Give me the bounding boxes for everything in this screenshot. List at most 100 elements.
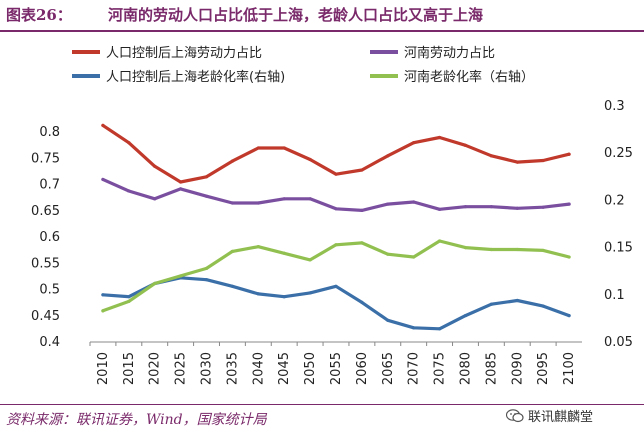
y-right-tick-label: 0.1 — [604, 288, 625, 303]
data-point — [230, 284, 235, 288]
data-point — [101, 309, 105, 313]
x-tick-label: 2070 — [407, 352, 422, 385]
data-point — [282, 146, 286, 150]
data-point — [437, 327, 442, 331]
series-line-2 — [101, 177, 571, 212]
x-tick-label: 2040 — [251, 352, 266, 385]
data-point — [308, 157, 312, 162]
data-point — [127, 295, 131, 299]
data-point — [230, 249, 235, 253]
data-point — [437, 207, 442, 211]
x-tick-label: 2045 — [277, 352, 292, 385]
data-point — [153, 281, 157, 286]
data-point — [386, 252, 390, 256]
data-point — [204, 175, 209, 179]
chart-title: 河南的劳动人口占比低于上海，老龄人口占比又高于上海 — [108, 6, 484, 24]
data-point — [204, 194, 209, 198]
data-point — [334, 243, 338, 247]
data-point — [308, 197, 312, 201]
data-point — [256, 201, 260, 205]
data-point — [489, 247, 493, 252]
data-point — [127, 141, 131, 145]
axes: 0.4 0.45 0.5 0.55 0.6 0.65 0.7 0.75 0.8 0.05 0.1 0.… — [31, 99, 633, 385]
legend-label: 人口控制后上海老龄化率(右轴) — [106, 69, 285, 85]
data-point — [541, 158, 545, 163]
y-left-tick-label: 0.5 — [39, 283, 60, 298]
data-point — [360, 168, 364, 172]
data-point — [334, 172, 338, 176]
x-tick-label: 2090 — [510, 352, 525, 385]
x-tick-label: 2035 — [225, 352, 240, 385]
data-point — [127, 189, 131, 193]
title-bar: 图表26： 河南的劳动人口占比低于上海，老龄人口占比又高于上海 — [0, 0, 644, 32]
data-point — [567, 152, 571, 156]
data-point — [412, 141, 416, 145]
y-right-tick-label: 0.15 — [604, 241, 633, 256]
data-point — [334, 207, 338, 211]
x-tick-label: 2095 — [536, 352, 551, 385]
watermark: 联讯麒麟堂 — [506, 406, 593, 425]
data-point — [541, 248, 545, 253]
data-point — [256, 146, 260, 150]
y-left-tick-label: 0.4 — [39, 335, 60, 350]
data-point — [256, 292, 260, 296]
x-tick-label: 2020 — [148, 352, 163, 385]
data-point — [567, 313, 571, 318]
data-point — [437, 135, 442, 140]
data-point — [204, 266, 209, 270]
series-group — [101, 123, 571, 331]
data-point — [282, 197, 286, 201]
source-note: 资料来源：联讯证券，Wind，国家统计局 — [6, 412, 267, 428]
data-point — [489, 205, 493, 209]
data-point — [567, 255, 571, 259]
data-point — [360, 241, 364, 245]
data-point — [153, 164, 157, 168]
data-point — [489, 302, 493, 306]
data-point — [463, 313, 468, 318]
y-left-tick-label: 0.65 — [31, 204, 60, 219]
data-point — [282, 295, 286, 299]
data-point — [101, 177, 105, 182]
data-point — [463, 205, 468, 209]
y-left-tick-label: 0.55 — [31, 256, 60, 271]
y-left-tick-label: 0.7 — [39, 178, 60, 193]
data-point — [412, 200, 416, 204]
y-right-tick-label: 0.2 — [604, 193, 625, 208]
x-tick-label: 2015 — [122, 352, 137, 385]
data-point — [515, 298, 519, 303]
x-tick-label: 2060 — [355, 352, 370, 385]
data-point — [541, 304, 545, 308]
data-point — [515, 247, 519, 252]
data-point — [412, 326, 416, 330]
figure-label: 图表26： — [6, 6, 72, 24]
data-point — [308, 291, 312, 295]
x-tick-label: 2065 — [381, 352, 396, 385]
legend-label: 河南老龄化率（右轴） — [404, 69, 534, 85]
y-right-tick-label: 0.25 — [604, 146, 633, 161]
data-point — [515, 160, 519, 164]
data-point — [179, 274, 183, 278]
data-point — [101, 123, 105, 128]
data-point — [179, 187, 183, 191]
x-tick-label: 2025 — [174, 352, 189, 385]
data-point — [230, 201, 235, 205]
y-left-tick-label: 0.45 — [31, 309, 60, 324]
data-point — [515, 206, 519, 210]
data-point — [153, 197, 157, 201]
data-point — [463, 143, 468, 147]
data-point — [567, 202, 571, 206]
y-right-tick-label: 0.3 — [604, 99, 625, 114]
data-point — [230, 159, 235, 163]
legend-label: 人口控制后上海劳动力占比 — [106, 45, 262, 61]
data-point — [489, 154, 493, 158]
data-point — [386, 154, 390, 158]
data-point — [541, 205, 545, 209]
data-point — [308, 258, 312, 262]
x-tick-label: 2075 — [433, 352, 448, 385]
watermark-text: 联讯麒麟堂 — [528, 410, 594, 425]
x-tick-label: 2010 — [96, 352, 111, 385]
x-tick-label: 2055 — [329, 352, 344, 385]
x-tick-label: 2085 — [484, 352, 499, 385]
data-point — [256, 245, 260, 249]
